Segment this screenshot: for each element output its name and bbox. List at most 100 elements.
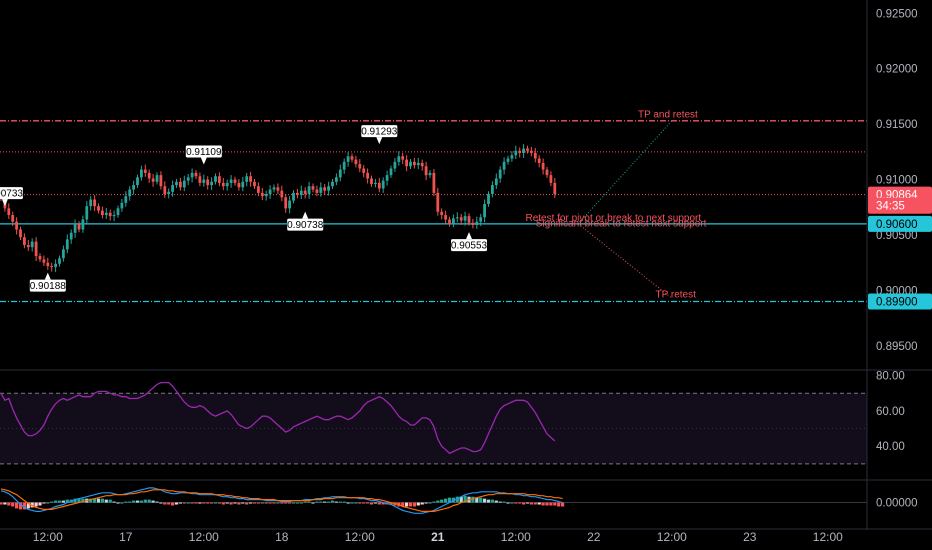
candle-body[interactable] [58, 258, 61, 264]
candle-body[interactable] [533, 152, 537, 159]
candle-body[interactable] [448, 219, 451, 224]
candle-body[interactable] [268, 189, 272, 194]
candle-body[interactable] [455, 217, 459, 219]
candle-body[interactable] [506, 158, 510, 162]
candle-body[interactable] [405, 159, 408, 167]
candle-body[interactable] [377, 182, 381, 189]
candle-body[interactable] [288, 200, 291, 209]
candle-body[interactable] [101, 210, 104, 216]
candle-body[interactable] [389, 168, 393, 176]
candle-body[interactable] [303, 190, 307, 194]
candle-body[interactable] [194, 172, 198, 177]
candle-body[interactable] [175, 181, 178, 186]
candle-body[interactable] [93, 199, 96, 207]
candle-body[interactable] [97, 206, 100, 211]
candle-body[interactable] [331, 181, 334, 187]
candle-body[interactable] [155, 175, 159, 182]
candle-body[interactable] [487, 193, 490, 204]
candle-body[interactable] [420, 162, 424, 167]
candle-body[interactable] [206, 179, 210, 186]
candle-body[interactable] [502, 161, 506, 170]
candle-body[interactable] [374, 182, 377, 184]
candle-body[interactable] [15, 221, 18, 230]
candle-body[interactable] [358, 164, 362, 169]
macd-line[interactable] [0, 487, 563, 514]
projection-line[interactable] [577, 223, 673, 299]
candle-body[interactable] [198, 176, 202, 183]
candle-body[interactable] [241, 181, 245, 188]
candle-body[interactable] [257, 186, 260, 193]
candle-body[interactable] [272, 187, 276, 190]
candle-body[interactable] [136, 177, 139, 186]
candle-body[interactable] [159, 175, 163, 187]
candle-body[interactable] [311, 186, 315, 190]
candle-body[interactable] [167, 191, 171, 194]
candle-body[interactable] [81, 219, 85, 230]
rsi-line[interactable] [0, 381, 556, 455]
candle-body[interactable] [62, 249, 65, 259]
macd-signal-line[interactable] [0, 488, 563, 512]
candle-body[interactable] [112, 215, 116, 217]
candle-body[interactable] [494, 178, 498, 186]
candle-body[interactable] [190, 172, 194, 178]
candle-body[interactable] [327, 186, 330, 191]
candle-body[interactable] [467, 216, 471, 223]
candle-body[interactable] [319, 187, 323, 193]
candle-body[interactable] [545, 169, 549, 176]
candle-body[interactable] [42, 259, 46, 263]
candle-body[interactable] [221, 182, 225, 187]
candle-body[interactable] [89, 199, 93, 207]
candle-body[interactable] [409, 161, 412, 167]
candle-body[interactable] [147, 172, 151, 179]
candle-body[interactable] [498, 169, 502, 179]
candle-body[interactable] [432, 172, 436, 193]
candle-body[interactable] [264, 193, 268, 197]
candle-body[interactable] [210, 181, 213, 186]
candle-body[interactable] [30, 241, 34, 248]
candle-body[interactable] [413, 161, 416, 166]
candle-body[interactable] [179, 181, 182, 188]
candle-body[interactable] [397, 156, 401, 162]
candle-body[interactable] [54, 263, 57, 268]
candle-body[interactable] [296, 192, 299, 196]
candle-body[interactable] [260, 192, 264, 197]
candle-body[interactable] [537, 158, 541, 163]
candle-body[interactable] [19, 229, 22, 238]
candle-body[interactable] [26, 244, 30, 248]
candle-body[interactable] [104, 212, 108, 216]
candle-body[interactable] [182, 180, 186, 188]
candle-body[interactable] [120, 202, 124, 209]
candle-body[interactable] [69, 232, 73, 240]
candle-body[interactable] [307, 186, 311, 194]
candle-body[interactable] [526, 148, 529, 151]
candle-body[interactable] [280, 190, 284, 198]
candle-body[interactable] [218, 176, 221, 183]
candle-body[interactable] [436, 192, 440, 212]
candle-body[interactable] [253, 181, 256, 187]
candle-body[interactable] [11, 215, 15, 222]
candle-body[interactable] [463, 216, 467, 221]
candle-body[interactable] [428, 172, 432, 176]
candle-body[interactable] [401, 156, 405, 160]
candle-body[interactable] [522, 148, 525, 153]
candle-body[interactable] [23, 237, 26, 245]
candle-body[interactable] [116, 208, 120, 216]
candle-body[interactable] [214, 176, 217, 182]
candle-body[interactable] [186, 177, 190, 181]
candle-body[interactable] [553, 182, 557, 194]
candle-body[interactable] [140, 169, 143, 178]
candle-body[interactable] [46, 262, 50, 267]
candle-body[interactable] [108, 212, 112, 217]
candle-body[interactable] [342, 161, 346, 170]
candle-body[interactable] [284, 197, 288, 209]
candle-body[interactable] [323, 187, 327, 191]
candle-body[interactable] [73, 223, 77, 233]
candle-body[interactable] [77, 223, 81, 230]
candle-body[interactable] [475, 221, 479, 226]
rsi-pane[interactable] [0, 381, 867, 465]
candle-body[interactable] [530, 150, 533, 153]
candle-body[interactable] [510, 155, 514, 159]
candle-body[interactable] [471, 222, 475, 226]
candle-body[interactable] [479, 217, 483, 222]
